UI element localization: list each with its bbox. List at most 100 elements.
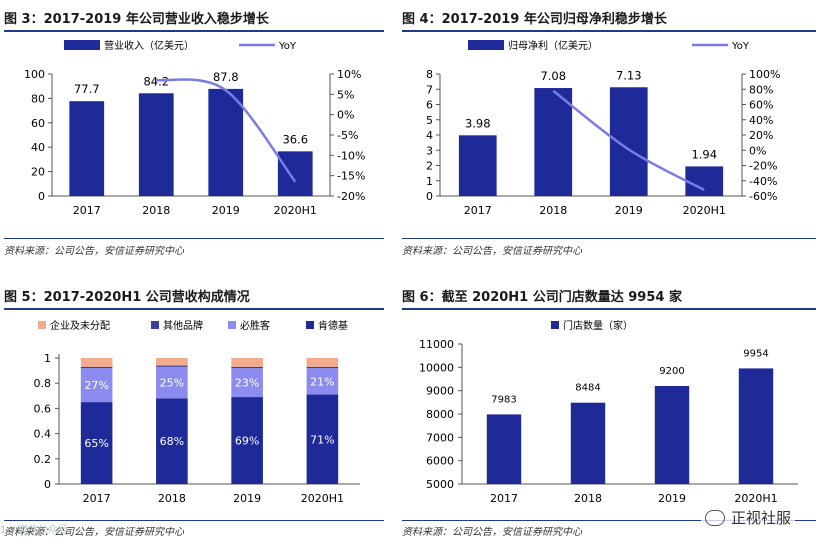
- segment-label: 65%: [84, 437, 108, 450]
- legend-label-bar: 营业收入（亿美元）: [104, 39, 194, 52]
- bar-data-label: 8484: [575, 383, 600, 394]
- stacked-bar-segment: [80, 402, 113, 484]
- title-rule: [4, 308, 384, 310]
- bar-data-label: 7.08: [540, 69, 566, 83]
- source-rule: [402, 238, 816, 239]
- y-tick-label-right: 60%: [749, 99, 773, 112]
- y-tick-label: 0.6: [34, 402, 52, 415]
- watermark-left: 1⊙ 微信公众号: [0, 525, 68, 536]
- y-tick-label-left: 1: [426, 175, 433, 188]
- x-tick-label: 2020H1: [734, 492, 777, 505]
- segment-label: 68%: [160, 435, 184, 448]
- y-tick-label: 8000: [426, 408, 454, 421]
- segment-label: 27%: [84, 379, 108, 392]
- bar: [534, 88, 573, 196]
- stacked-bar-segment: [306, 366, 339, 369]
- stacked-bar-segment: [156, 366, 188, 399]
- chart-fig6: 门店数量（家） 5000 6000 7000 8000 9000 10000 11000 798…: [419, 319, 798, 505]
- legend-label: 其他品牌: [163, 319, 203, 332]
- y-tick-label: 6000: [426, 455, 454, 468]
- y-tick-label-left: 8: [426, 68, 433, 81]
- watermark: 正视社服: [700, 507, 795, 528]
- x-tick-label: 2018: [539, 204, 567, 217]
- y-tick-label: 9000: [426, 385, 454, 398]
- x-tick-label: 2018: [142, 204, 170, 217]
- x-tick-label: 2017: [73, 204, 101, 217]
- y-tick-label: 7000: [426, 431, 454, 444]
- x-tick-label: 2017: [464, 204, 492, 217]
- bar: [458, 135, 497, 196]
- chart-title: 图 5：2017-2020H1 公司营收构成情况: [4, 290, 250, 305]
- segment-label: 69%: [235, 435, 259, 448]
- stacked-bar-segment: [156, 365, 188, 367]
- panel-fig3: 图 3：2017-2019 年公司营业收入稳步增长 营业收入（亿美元） YoY 0 2…: [4, 8, 384, 258]
- y-tick-label-left: 40: [31, 141, 45, 154]
- legend-swatch: [551, 321, 559, 329]
- y-tick-label: 1: [44, 352, 51, 365]
- y-tick-label-left: 0: [38, 190, 45, 203]
- chart-fig4: 归母净利（亿美元） YoY 0 1 2 3 4 5 6 7 8 -60% -40% -20% 0% 20% 40…: [426, 39, 780, 217]
- bar-data-label: 36.6: [282, 132, 308, 146]
- title-rule: [4, 30, 384, 32]
- source-note: 资料来源：公司公告，安信证券研究中心: [402, 246, 582, 257]
- chart-title: 图 3：2017-2019 年公司营业收入稳步增长: [4, 12, 269, 27]
- y-tick-label-left: 60: [31, 117, 45, 130]
- legend-label: 门店数量（家）: [563, 319, 633, 332]
- bar-data-label: 9954: [743, 348, 768, 359]
- panel-fig6: 图 6：截至 2020H1 公司门店数量达 9954 家 门店数量（家） 5000…: [402, 286, 816, 542]
- stacked-bar-segment: [80, 366, 113, 369]
- panel-fig5: 图 5：2017-2020H1 公司营收构成情况 企业及未分配 其他品牌 必胜客 肯德…: [4, 286, 384, 542]
- y-tick-label-left: 100: [24, 68, 45, 81]
- x-tick-label: 2019: [615, 204, 643, 217]
- bar-data-label: 87.8: [213, 70, 239, 84]
- y-tick-label-right: -15%: [337, 170, 365, 183]
- y-tick-label-right: -40%: [749, 175, 777, 188]
- legend-swatch: [151, 321, 159, 329]
- source-rule: [402, 520, 816, 521]
- bar: [138, 93, 174, 196]
- y-tick-label-left: 3: [426, 144, 433, 157]
- x-tick-label: 2019: [658, 492, 686, 505]
- y-tick-label-left: 0: [426, 190, 433, 203]
- stacked-bar-segment: [231, 358, 263, 367]
- legend-label: 肯德基: [318, 319, 348, 332]
- legend-label-bar: 归母净利（亿美元）: [508, 39, 598, 52]
- y-tick-label-right: -60%: [749, 190, 777, 203]
- x-tick-label: 2017: [83, 492, 111, 505]
- source-note: 资料来源：公司公告，安信证券研究中心: [4, 246, 184, 257]
- y-tick-label: 5000: [426, 478, 454, 491]
- source-note: 资料来源：公司公告，安信证券研究中心: [4, 527, 184, 538]
- stacked-bar-segment: [231, 368, 263, 398]
- y-tick-label-right: -5%: [337, 129, 358, 142]
- bar: [277, 151, 313, 196]
- y-tick-label-right: 80%: [749, 83, 773, 96]
- segment-label: 21%: [310, 375, 334, 388]
- y-tick-label-right: 100%: [749, 68, 780, 81]
- stacked-bar-segment: [80, 368, 113, 403]
- legend-label-line: YoY: [731, 41, 750, 52]
- segment-label: 25%: [160, 377, 184, 390]
- y-tick-label-right: 40%: [749, 114, 773, 127]
- bar: [208, 88, 244, 196]
- stacked-bar-segment: [306, 358, 339, 367]
- bar: [69, 101, 105, 196]
- bar-data-label: 9200: [659, 366, 684, 377]
- y-tick-label-left: 20: [31, 166, 45, 179]
- y-tick-label-right: -20%: [337, 190, 365, 203]
- stacked-bar-segment: [156, 398, 188, 484]
- x-tick-label: 2020H1: [274, 204, 317, 217]
- watermark-text: 正视社服: [730, 509, 791, 527]
- x-tick-label: 2020H1: [683, 204, 726, 217]
- y-tick-label: 11000: [419, 338, 454, 351]
- legend-label: 必胜客: [240, 319, 270, 332]
- bar-data-label: 3.98: [465, 116, 491, 130]
- bar-data-label: 7.13: [616, 68, 642, 82]
- stacked-bar-segment: [306, 394, 339, 484]
- legend-swatch: [38, 321, 46, 329]
- legend-label-line: YoY: [278, 41, 297, 52]
- y-tick-label-right: 20%: [749, 129, 773, 142]
- chart-fig5: 企业及未分配 其他品牌 必胜客 肯德基 0 0.2 0.4 0.6 0.8 1 65% 27% 2017…: [34, 319, 360, 505]
- y-tick-label-left: 7: [426, 83, 433, 96]
- y-tick-label-left: 6: [426, 99, 433, 112]
- chart-fig3: 营业收入（亿美元） YoY 0 20 40 60 80 100 -20% -15% -10% -5% 0…: [24, 39, 365, 217]
